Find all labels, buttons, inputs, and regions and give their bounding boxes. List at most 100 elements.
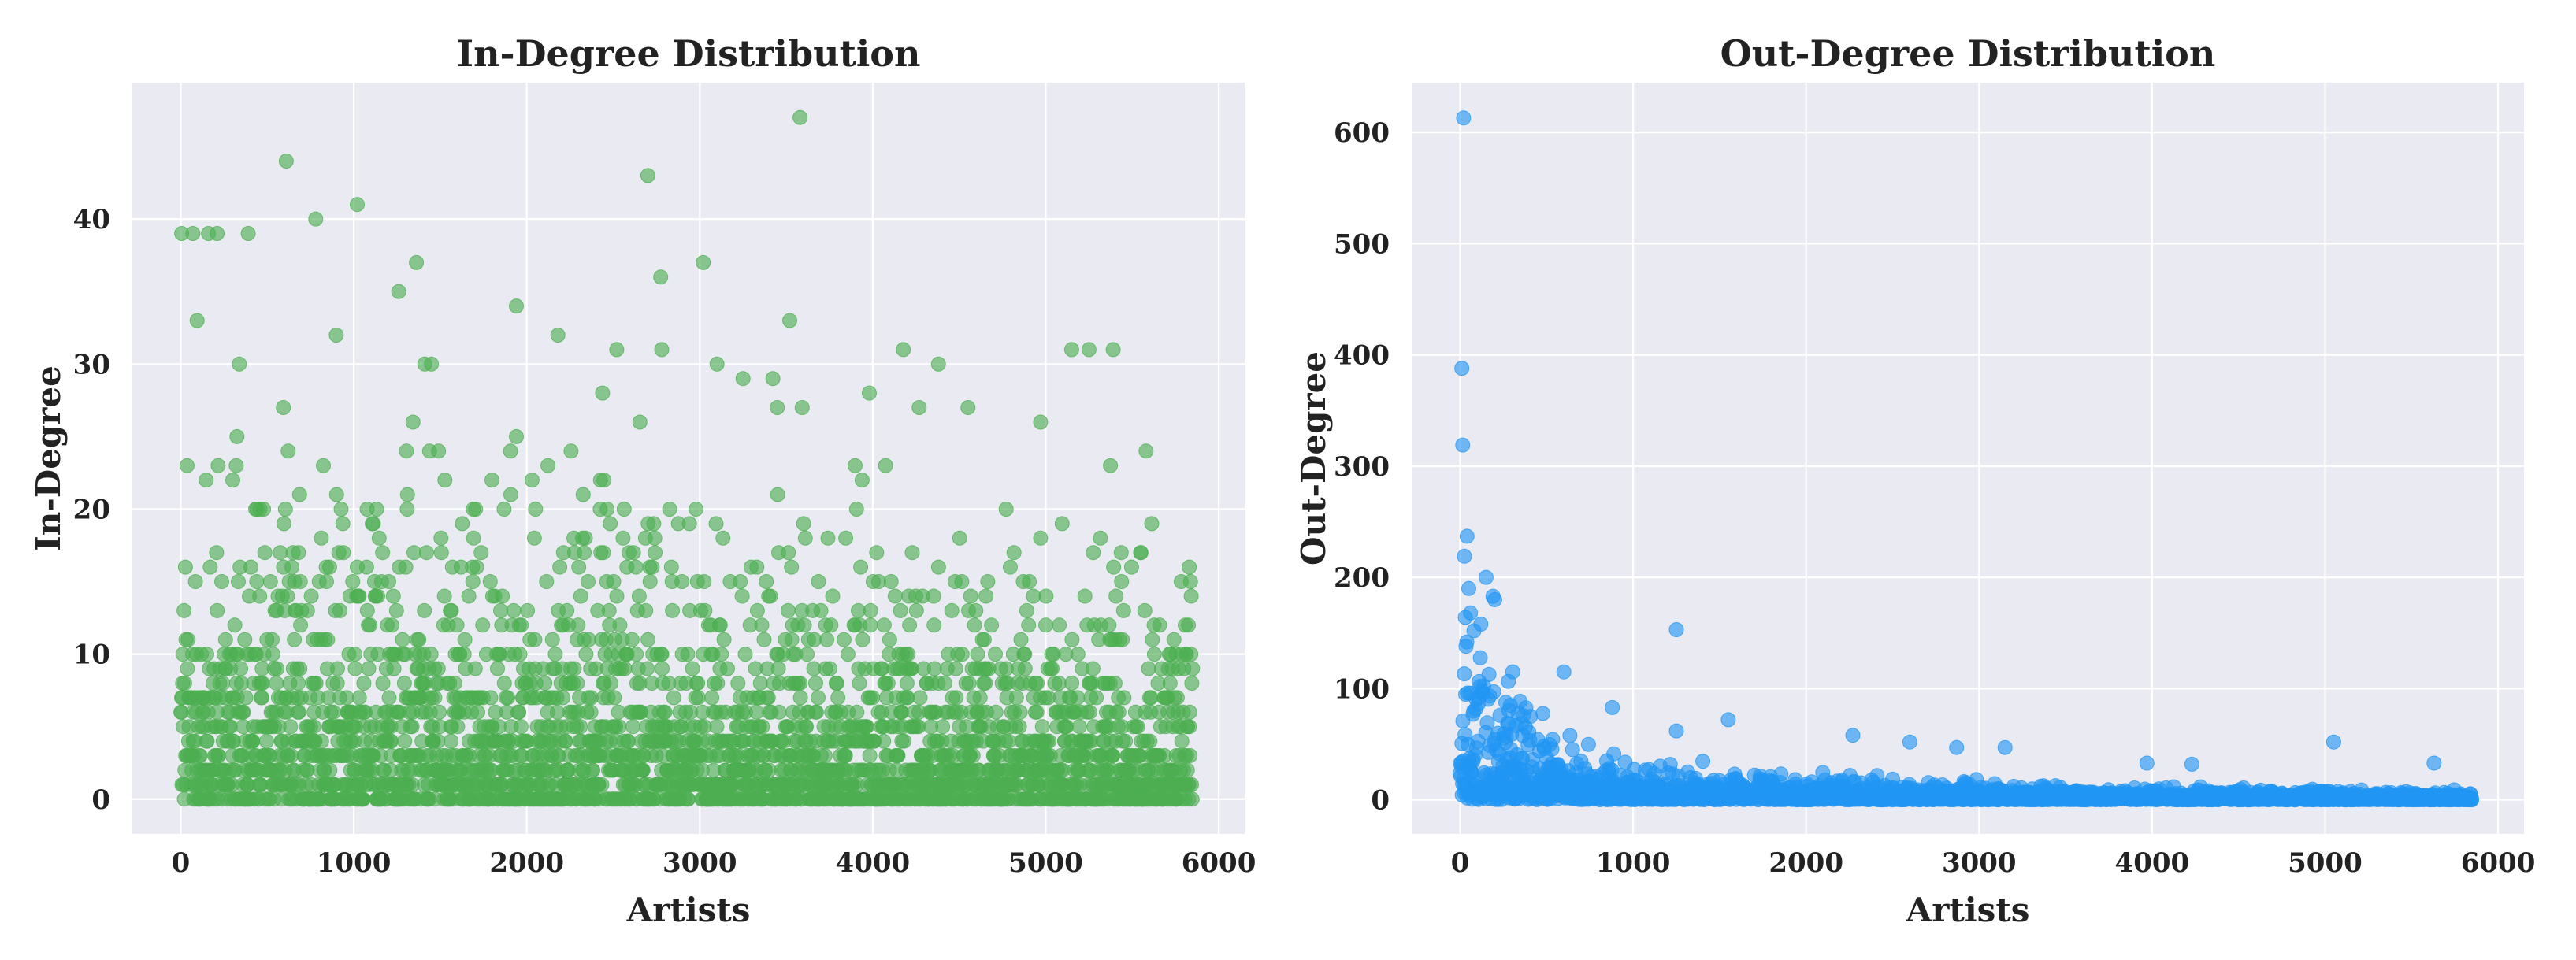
in-degree-point (1012, 704, 1028, 720)
in-degree-point (581, 632, 596, 647)
in-degree-point (893, 602, 908, 618)
in-degree-point (465, 574, 481, 589)
in-degree-point (314, 530, 329, 546)
in-degree-point (450, 719, 466, 735)
in-degree-point (733, 574, 748, 589)
in-degree-point (180, 632, 196, 647)
in-degree-point (988, 647, 1003, 662)
in-degree-point (862, 385, 877, 401)
in-degree-point (381, 690, 397, 706)
in-degree-point (961, 676, 977, 691)
in-degree-point (638, 602, 654, 618)
in-degree-point (1029, 704, 1045, 720)
in-degree-point (404, 719, 420, 735)
in-degree-point (570, 617, 586, 633)
in-degree-ytick-label: 0 (91, 784, 110, 816)
in-degree-point (876, 733, 892, 749)
in-degree-point (1089, 690, 1104, 706)
in-degree-point (180, 661, 195, 676)
out-degree-point (1457, 666, 1472, 682)
in-degree-xtick-label: 0 (172, 847, 191, 879)
in-degree-point (265, 647, 280, 662)
in-degree-point (1143, 690, 1159, 706)
in-degree-point (1022, 574, 1037, 589)
in-degree-point (475, 617, 491, 633)
in-degree-point (976, 632, 992, 647)
in-degree-xlabel: Artists (626, 891, 751, 929)
in-degree-point (616, 502, 632, 517)
in-degree-point (760, 690, 776, 706)
in-degree-point (1000, 733, 1016, 749)
in-degree-point (329, 676, 345, 691)
in-degree-point (506, 602, 522, 618)
in-degree-point (1006, 545, 1022, 561)
in-degree-point (680, 647, 696, 662)
in-degree-point (948, 690, 964, 706)
in-degree-point (1174, 733, 1190, 749)
in-degree-point (606, 574, 622, 589)
in-degree-point (1011, 719, 1027, 735)
in-degree-point (262, 574, 278, 589)
in-degree-point (799, 719, 815, 735)
in-degree-point (330, 661, 345, 676)
in-degree-point (509, 428, 524, 444)
in-degree-point (1106, 559, 1122, 575)
in-degree-point (249, 574, 265, 589)
in-degree-point (674, 574, 690, 589)
in-degree-point (967, 617, 982, 633)
in-degree-point (291, 545, 306, 561)
in-degree-point (276, 516, 291, 532)
in-degree-point (540, 458, 556, 473)
in-degree-point (292, 661, 308, 676)
in-degree-point (734, 588, 750, 604)
in-degree-point (1077, 588, 1093, 604)
in-degree-point (1041, 733, 1057, 749)
in-degree-point (388, 602, 404, 618)
in-degree-point (811, 690, 826, 706)
in-degree-point (287, 632, 303, 647)
in-degree-point (447, 676, 462, 691)
in-degree-point (1051, 676, 1067, 691)
in-degree-point (1063, 342, 1079, 358)
in-degree-point (1038, 588, 1054, 604)
in-degree-point (737, 647, 753, 662)
in-degree-point (433, 530, 449, 546)
in-degree-point (607, 690, 622, 706)
in-degree-point (978, 676, 993, 691)
in-degree-ytick-label: 40 (73, 204, 110, 235)
in-degree-point (1183, 588, 1199, 604)
in-degree-point (759, 574, 774, 589)
in-degree-point (1115, 602, 1131, 618)
out-degree-point (1505, 664, 1520, 680)
out-degree-point (1773, 766, 1789, 782)
in-degree-point (609, 588, 625, 604)
in-degree-point (1182, 559, 1197, 575)
in-degree-point (322, 762, 338, 778)
in-degree-point (350, 197, 365, 213)
in-degree-point (1085, 661, 1101, 676)
in-degree-point (820, 530, 836, 546)
in-degree-point (503, 487, 518, 502)
in-degree-point (1008, 690, 1024, 706)
in-degree-point (1182, 719, 1197, 735)
in-degree-point (849, 704, 865, 720)
in-degree-point (359, 602, 375, 618)
in-degree-point (792, 109, 808, 125)
in-degree-point (303, 588, 319, 604)
in-degree-point (603, 516, 618, 532)
in-degree-point (369, 502, 384, 517)
in-degree-point (855, 632, 870, 647)
in-degree-point (714, 647, 729, 662)
in-degree-point (578, 647, 594, 662)
in-degree-point (825, 588, 841, 604)
in-degree-point (406, 545, 421, 561)
in-degree-point (222, 719, 238, 735)
in-degree-point (625, 719, 640, 735)
in-degree-point (375, 676, 391, 691)
in-degree-point (595, 385, 611, 401)
in-degree-point (952, 530, 967, 546)
in-degree-point (1033, 414, 1049, 430)
in-degree-point (299, 602, 315, 618)
in-degree-point (1144, 516, 1160, 532)
